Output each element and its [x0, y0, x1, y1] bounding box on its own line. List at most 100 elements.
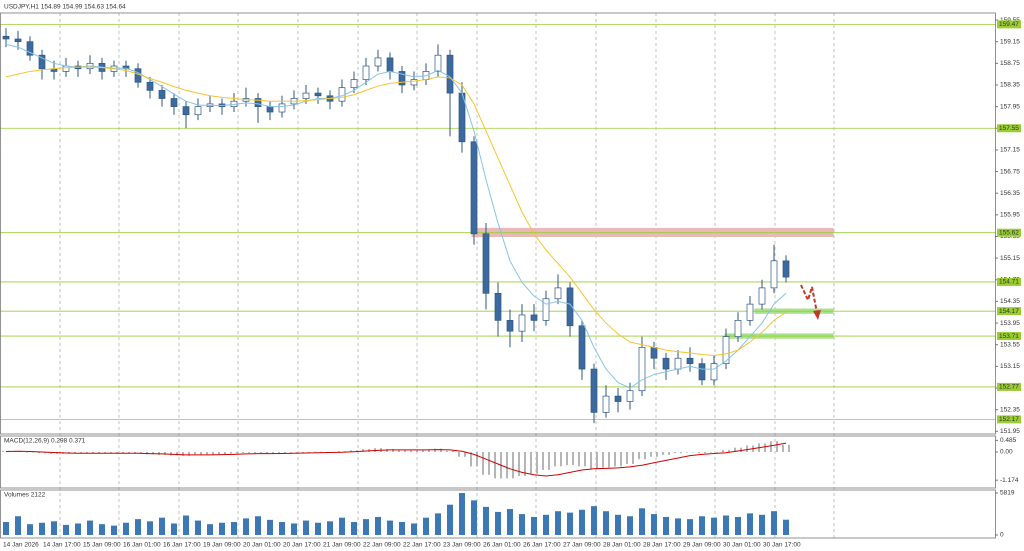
- macd-bar: [38, 452, 40, 454]
- macd-tick-label: 0.485: [1000, 437, 1017, 444]
- candle-body: [686, 357, 694, 365]
- volume-bar: [219, 522, 225, 535]
- macd-bar: [512, 452, 514, 479]
- volume-bar: [123, 522, 129, 535]
- macd-bar: [92, 452, 94, 453]
- candle-body: [770, 260, 778, 289]
- volume-bar: [207, 524, 213, 535]
- macd-bar: [392, 448, 394, 452]
- x-tick-label: 22 Jan 17:00: [403, 542, 441, 549]
- volume-bar: [135, 519, 141, 535]
- x-tick-label: 16 Jan 17:00: [163, 542, 201, 549]
- macd-bar: [572, 452, 574, 466]
- volume-bar: [555, 511, 561, 535]
- level-label: 155.62: [999, 229, 1019, 236]
- candle-body: [698, 363, 706, 381]
- macd-bar: [482, 452, 484, 475]
- macd-bar: [164, 452, 166, 455]
- volume-bar: [531, 516, 537, 535]
- volume-title: Volumes 2122: [4, 492, 46, 499]
- macd-bar: [488, 452, 490, 475]
- macd-bar: [476, 452, 478, 467]
- candle-body: [146, 81, 154, 91]
- candle-body: [434, 54, 442, 72]
- candle-body: [398, 71, 406, 86]
- x-tick-label: 22 Jan 09:00: [363, 542, 401, 549]
- y-tick-label: 158.35: [1000, 82, 1020, 89]
- x-tick-label: 20 Jan 17:00: [283, 542, 321, 549]
- volume-bar: [603, 511, 609, 535]
- macd-bar: [446, 450, 448, 452]
- candle-body: [26, 41, 34, 56]
- macd-bar: [254, 452, 256, 454]
- candle-body: [182, 106, 190, 116]
- level-tag: [997, 228, 1021, 237]
- macd-bar: [656, 452, 658, 457]
- volume-bar: [375, 516, 381, 535]
- macd-bar: [398, 450, 400, 452]
- candle-body: [374, 57, 382, 67]
- macd-bar: [2, 450, 4, 452]
- x-tick-label: 20 Jan 01:00: [243, 542, 281, 549]
- candle-body: [602, 395, 610, 413]
- macd-bar: [410, 450, 412, 452]
- candle-body: [446, 54, 454, 94]
- candle-body: [266, 106, 274, 113]
- candle-body: [482, 233, 490, 294]
- x-tick-label: 16 Jan 01:00: [123, 542, 161, 549]
- candle-body: [626, 390, 634, 402]
- candle-body: [722, 336, 730, 365]
- macd-bar: [464, 452, 466, 457]
- candle-body: [590, 368, 598, 413]
- x-tick-label: 26 Jan 01:00: [483, 542, 521, 549]
- macd-bar: [716, 452, 718, 453]
- macd-bar: [704, 452, 706, 454]
- macd-bar: [722, 450, 724, 452]
- x-tick-label: 26 Jan 17:00: [523, 542, 561, 549]
- candle-body: [158, 90, 166, 99]
- candle-body: [746, 303, 754, 321]
- macd-signal: [5, 442, 787, 477]
- candle-body: [362, 65, 370, 80]
- macd-bar: [566, 452, 568, 466]
- volume-bar: [303, 520, 309, 535]
- macd-bar: [764, 443, 766, 452]
- level-tag: [997, 124, 1021, 133]
- macd-bar: [188, 452, 190, 456]
- volume-bar: [435, 513, 441, 535]
- macd-bar: [116, 452, 118, 453]
- volume-bar: [39, 522, 45, 535]
- x-tick-label: 14 Jan 2026: [3, 542, 39, 549]
- x-tick-label: 28 Jan 17:00: [643, 542, 681, 549]
- volume-bar: [315, 522, 321, 535]
- volume-tick-label: 0: [1000, 532, 1004, 539]
- volume-bar: [507, 509, 513, 535]
- candle-body: [194, 106, 202, 116]
- x-tick-label: 19 Jan 09:00: [203, 542, 241, 549]
- volume-bar: [75, 523, 81, 535]
- macd-bar: [182, 452, 184, 456]
- macd-bar: [170, 452, 172, 456]
- macd-bar: [200, 452, 202, 456]
- macd-tick-label: 0.00: [1000, 449, 1013, 456]
- x-tick-label: 23 Jan 09:00: [443, 542, 481, 549]
- volume-bar: [147, 521, 153, 535]
- macd-bar: [242, 452, 244, 453]
- volume-bar: [615, 514, 621, 535]
- macd-bar: [668, 452, 670, 455]
- macd-bar: [644, 452, 646, 460]
- macd-bar: [650, 452, 652, 457]
- candle-body: [14, 38, 22, 43]
- x-tick-label: 14 Jan 17:00: [43, 542, 81, 549]
- macd-bar: [284, 452, 286, 453]
- macd-bar: [128, 452, 130, 453]
- chart-title: USDJPY,H1 154.89 154.99 154.63 154.64: [4, 4, 126, 11]
- macd-bar: [434, 448, 436, 452]
- macd-bar: [236, 452, 238, 454]
- volume-bar: [51, 521, 57, 535]
- price-panel: [0, 23, 995, 424]
- candle-body: [554, 287, 562, 300]
- macd-bar: [206, 452, 208, 455]
- macd-bar: [260, 452, 262, 454]
- level-tag: [997, 277, 1021, 286]
